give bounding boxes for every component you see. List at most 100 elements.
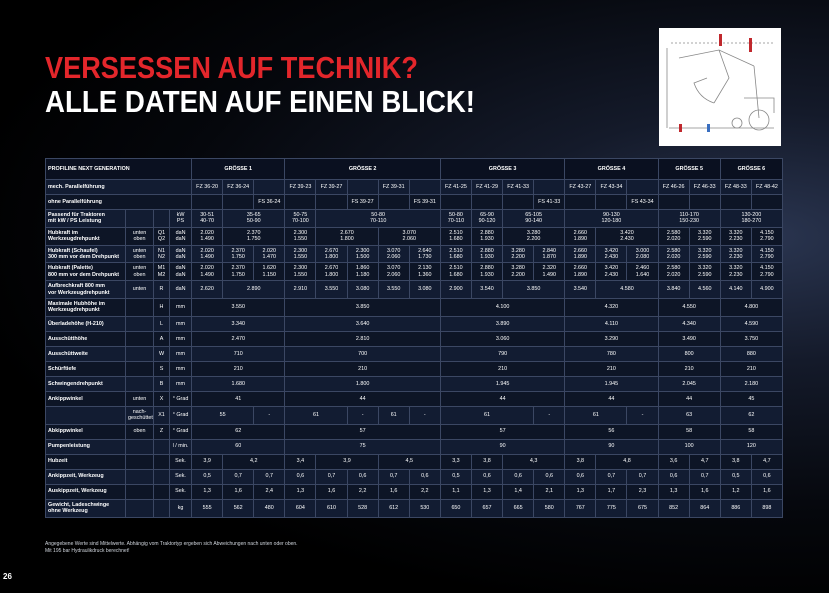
- cell: 3.420 2.430: [595, 226, 659, 246]
- cell: 0,6: [408, 468, 441, 485]
- cell: 1.800: [284, 375, 441, 392]
- cell: 0,6: [750, 468, 784, 485]
- cell: FZ 43-27: [564, 179, 597, 195]
- symbol: M1 M2: [153, 262, 170, 282]
- cell: 2.810: [284, 330, 441, 347]
- symbol: R: [153, 280, 170, 300]
- cell: 110-170 150-230: [657, 209, 721, 228]
- cell: [750, 194, 784, 210]
- cell: 1,3: [191, 483, 224, 500]
- cell: [253, 179, 286, 195]
- position: [125, 468, 154, 485]
- position: oben: [125, 423, 154, 440]
- cell: 57: [284, 423, 441, 440]
- cell: GRÖSSE 1: [191, 158, 286, 180]
- cell: 3.320 2.590: [688, 226, 721, 246]
- position: unten oben: [125, 226, 154, 246]
- cell: 4,3: [502, 453, 566, 470]
- cell: 4.800: [719, 298, 784, 317]
- table-row: PROFILINE NEXT GENERATION GRÖSSE 1 GRÖSSE …: [44, 158, 784, 180]
- cell: 1.680: [191, 375, 286, 392]
- cell: 56: [564, 423, 659, 440]
- cell: 1,2: [719, 483, 752, 500]
- cell: 44: [657, 390, 721, 407]
- symbol: N1 N2: [153, 244, 170, 264]
- cell: 3.550: [377, 280, 410, 300]
- cell: 2.640 1.730: [408, 244, 441, 264]
- cell: [222, 194, 255, 210]
- cell: 3.750: [719, 330, 784, 347]
- cell: 665: [502, 498, 535, 518]
- cell: 3,4: [284, 453, 317, 470]
- cell: 4,2: [222, 453, 286, 470]
- row-label: Ankippwinkel: [45, 390, 126, 407]
- unit: mm: [168, 315, 193, 332]
- cell: 210: [657, 360, 721, 377]
- cell: 4.900: [750, 280, 784, 300]
- cell: 2.660 1.890: [564, 262, 597, 282]
- cell: -: [346, 405, 379, 425]
- table-row: Pumpenleistung l / min. 60 75 90 90 100 120: [45, 438, 784, 455]
- unit: Sek.: [168, 468, 193, 485]
- cell: 1,4: [502, 483, 535, 500]
- row-label: Schwingendrehpunkt: [45, 375, 126, 392]
- cell: 3,9: [315, 453, 379, 470]
- row-label: Hubkraft (Palette) 800 mm vor dem Drehpu…: [45, 262, 126, 282]
- cell: 0,7: [377, 468, 410, 485]
- cell: -: [533, 405, 566, 425]
- cell: 0,7: [626, 468, 659, 485]
- position: unten oben: [125, 244, 154, 264]
- cell: 1.860 1.180: [346, 262, 379, 282]
- cell: [470, 194, 504, 210]
- cell: 3.060: [439, 330, 566, 347]
- cell: 2.300 1.550: [284, 244, 317, 264]
- cell: 2.370 1.750: [222, 226, 286, 246]
- cell: FZ 48-33: [719, 179, 752, 195]
- cell: 3.320 2.590: [688, 262, 721, 282]
- cell: [191, 194, 224, 210]
- cell: 4,8: [595, 453, 659, 470]
- cell: 0,7: [595, 468, 628, 485]
- cell: 1,3: [564, 483, 597, 500]
- cell: 62: [191, 423, 286, 440]
- unit: daN daN: [168, 244, 193, 264]
- cell: FZ 39-27: [315, 179, 348, 195]
- cell: 4,7: [750, 453, 784, 470]
- row-label: Pumpenleistung: [45, 438, 126, 455]
- cell: [408, 179, 441, 195]
- cell: 35-65 50-90: [222, 209, 286, 228]
- cell: 3.420 2.430: [595, 262, 628, 282]
- cell: 3.280 2.200: [502, 262, 535, 282]
- cell: 3.320 2.590: [688, 244, 721, 264]
- position: [125, 483, 154, 500]
- position: [125, 453, 154, 470]
- unit: Sek.: [168, 453, 193, 470]
- cell: 2.020 1.490: [191, 262, 224, 282]
- cell: 780: [564, 345, 659, 362]
- cell: [719, 194, 752, 210]
- cell: 2.180: [719, 375, 784, 392]
- cell: 41: [191, 390, 286, 407]
- cell: 0,7: [222, 468, 255, 485]
- cell: 1,6: [377, 483, 410, 500]
- cell: 580: [533, 498, 566, 518]
- cell: 3.320 2.230: [719, 226, 752, 246]
- cell: 210: [564, 360, 659, 377]
- cell: 528: [346, 498, 379, 518]
- cell: 2.580 2.020: [657, 244, 690, 264]
- symbol: L: [153, 315, 170, 332]
- cell: 2.020 1.470: [253, 244, 286, 264]
- cell: 210: [719, 360, 784, 377]
- symbol: X: [153, 390, 170, 407]
- cell: 3.000 2.080: [626, 244, 659, 264]
- cell: 2.300 1.500: [346, 244, 379, 264]
- cell: 1,3: [284, 483, 317, 500]
- cell: 2.510 1.680: [439, 244, 472, 264]
- cell: 4.320: [564, 298, 659, 317]
- cell: 1,6: [315, 483, 348, 500]
- table-row: Hubkraft im Werkzeugdrehpunkt unten oben Q…: [45, 226, 784, 246]
- cell: 4.580: [595, 280, 659, 300]
- page-number: 26: [3, 572, 12, 581]
- cell: 210: [191, 360, 286, 377]
